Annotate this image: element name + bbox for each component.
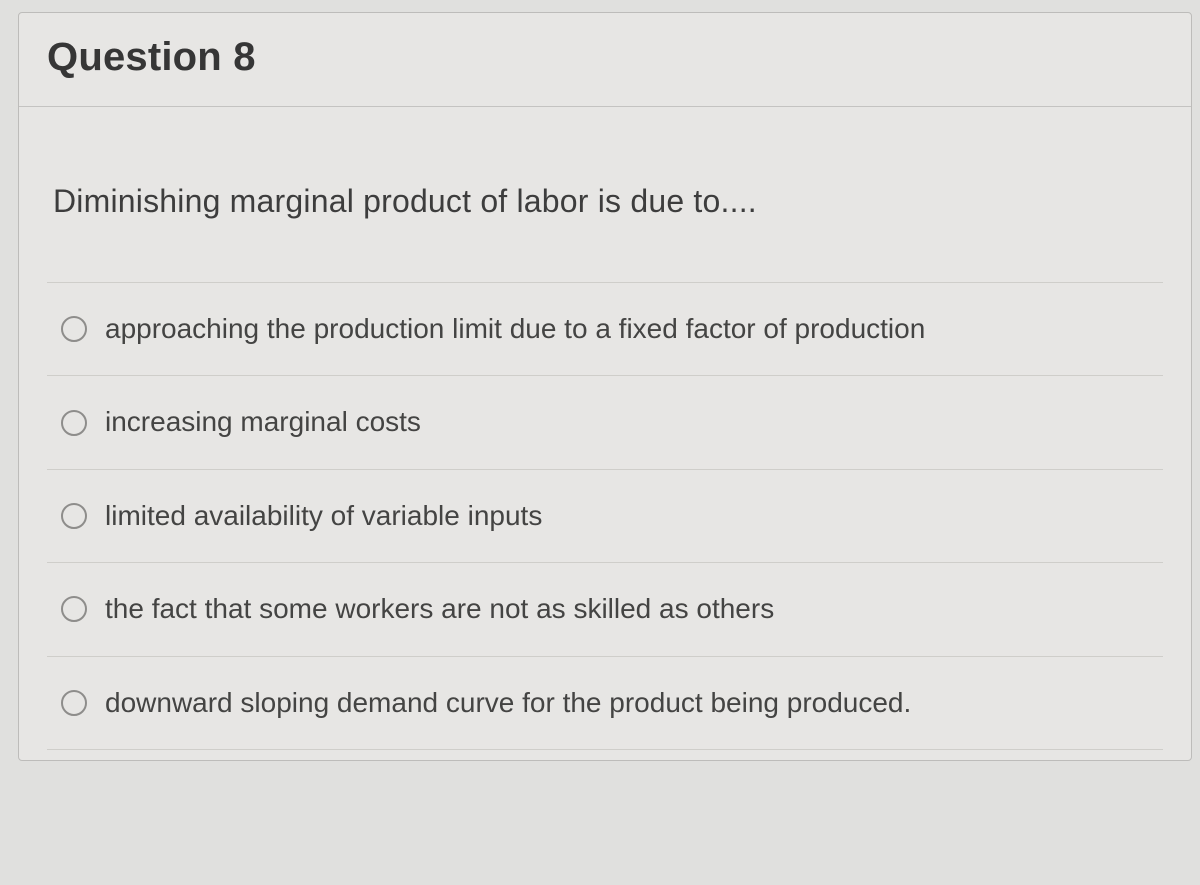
question-card: Question 8 Diminishing marginal product … — [18, 12, 1192, 761]
option-row[interactable]: downward sloping demand curve for the pr… — [47, 657, 1163, 750]
option-row[interactable]: increasing marginal costs — [47, 376, 1163, 469]
question-body: Diminishing marginal product of labor is… — [19, 107, 1191, 760]
radio-icon[interactable] — [61, 316, 87, 342]
radio-icon[interactable] — [61, 596, 87, 622]
radio-icon[interactable] — [61, 410, 87, 436]
option-row[interactable]: limited availability of variable inputs — [47, 470, 1163, 563]
option-label: increasing marginal costs — [105, 404, 421, 440]
question-prompt: Diminishing marginal product of labor is… — [47, 135, 1163, 283]
question-title: Question 8 — [47, 35, 1163, 80]
option-label: downward sloping demand curve for the pr… — [105, 685, 911, 721]
question-header: Question 8 — [19, 13, 1191, 107]
radio-icon[interactable] — [61, 690, 87, 716]
option-label: the fact that some workers are not as sk… — [105, 591, 774, 627]
option-row[interactable]: approaching the production limit due to … — [47, 283, 1163, 376]
option-label: limited availability of variable inputs — [105, 498, 542, 534]
option-row[interactable]: the fact that some workers are not as sk… — [47, 563, 1163, 656]
radio-icon[interactable] — [61, 503, 87, 529]
option-label: approaching the production limit due to … — [105, 311, 925, 347]
